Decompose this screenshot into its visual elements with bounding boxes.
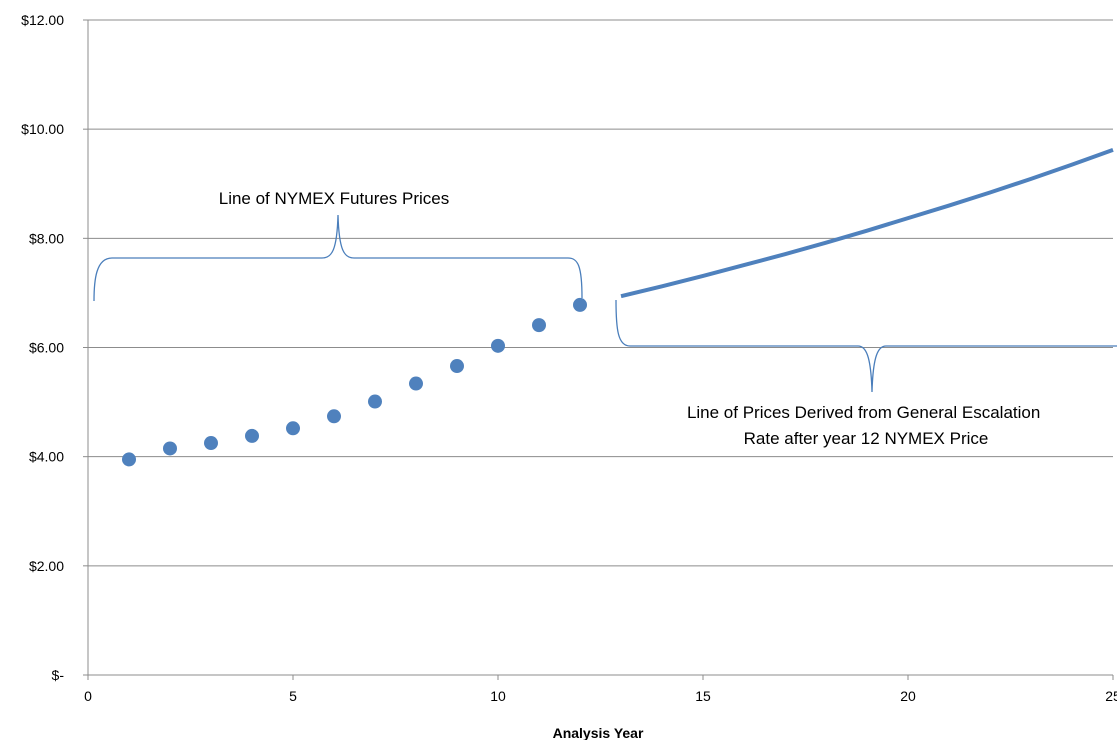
data-point — [204, 436, 218, 451]
y-axis-ticks: $- $2.00 $4.00 $6.00 $8.00 $10.00 $12.00 — [21, 12, 88, 683]
x-axis-ticks: 0 5 10 15 20 25 — [84, 675, 1117, 704]
series-layer — [122, 148, 1114, 467]
data-point — [532, 318, 546, 333]
data-point — [450, 359, 464, 374]
brace-escalation — [615, 299, 1117, 393]
data-point — [409, 376, 423, 391]
data-point — [327, 409, 341, 424]
annotation-braces — [93, 214, 1117, 393]
annotation-escalation-line-1: Line of Prices Derived from General Esca… — [687, 403, 1040, 422]
y-tick-label: $4.00 — [29, 449, 64, 465]
data-point — [122, 452, 136, 467]
y-tick-label: $12.00 — [21, 12, 64, 28]
x-tick-label: 15 — [695, 688, 711, 704]
gridlines — [88, 19, 1113, 567]
y-tick-label: $10.00 — [21, 121, 64, 137]
annotation-escalation-line-2: Rate after year 12 NYMEX Price — [744, 429, 989, 448]
data-point — [245, 428, 259, 443]
annotation-nymex-futures: Line of NYMEX Futures Prices — [219, 189, 450, 208]
x-tick-label: 25 — [1105, 688, 1117, 704]
data-point — [491, 338, 505, 353]
data-point — [368, 394, 382, 409]
x-tick-label: 10 — [490, 688, 506, 704]
x-tick-label: 5 — [289, 688, 297, 704]
y-tick-label: $2.00 — [29, 558, 64, 574]
y-tick-label: $- — [52, 667, 65, 683]
brace-nymex-futures — [93, 214, 583, 302]
y-tick-label: $8.00 — [29, 230, 64, 246]
data-point — [573, 297, 587, 312]
annotation-escalation: Line of Prices Derived from General Esca… — [687, 403, 1045, 448]
data-point — [286, 421, 300, 436]
x-axis-title: Analysis Year — [553, 725, 644, 740]
x-tick-label: 0 — [84, 688, 92, 704]
data-point — [163, 441, 177, 456]
escalation-line — [620, 148, 1114, 299]
x-tick-label: 20 — [900, 688, 916, 704]
y-tick-label: $6.00 — [29, 340, 64, 356]
